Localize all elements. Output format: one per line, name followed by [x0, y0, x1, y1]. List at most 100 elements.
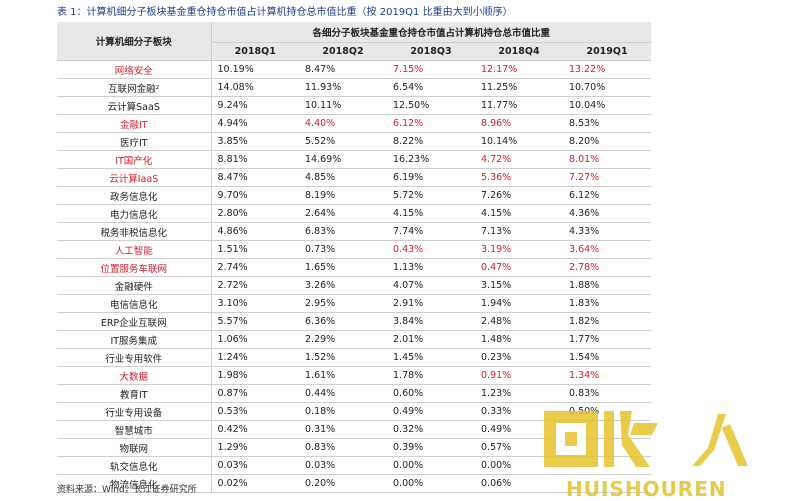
row-name: IT国产化 — [57, 150, 212, 169]
row-value: 1.34% — [563, 366, 652, 385]
row-value: 8.19% — [299, 186, 387, 205]
row-value: 3.26% — [299, 276, 387, 295]
row-value: 1.13% — [387, 258, 475, 277]
row-value: 6.19% — [387, 168, 475, 187]
table-row: 网络安全 10.19% 8.47% 7.15% 12.17% 13.22% — [57, 60, 652, 79]
row-value: 1.24% — [211, 348, 299, 367]
category-header: 计算机细分子板块 — [57, 22, 212, 61]
row-name: 人工智能 — [57, 240, 212, 259]
row-value: 1.06% — [211, 330, 299, 349]
watermark-brand-text: HUISHOUREN — [566, 477, 727, 501]
row-value: 0.87% — [211, 384, 299, 403]
table-row: 医疗IT 3.85% 5.52% 8.22% 10.14% 8.20% — [57, 132, 652, 151]
row-value: 3.19% — [475, 240, 563, 259]
row-value: 11.93% — [299, 78, 387, 97]
row-value: 7.74% — [387, 222, 475, 241]
table-row: 教育IT 0.87% 0.44% 0.60% 1.23% 0.83% — [57, 384, 652, 403]
row-value: 2.72% — [211, 276, 299, 295]
row-value: 0.57% — [475, 438, 563, 457]
row-value: 1.48% — [475, 330, 563, 349]
row-name: 大数据 — [57, 366, 212, 385]
quarter-header: 2018Q2 — [299, 42, 387, 61]
row-value: 0.03% — [211, 456, 299, 475]
table-row: 电力信息化 2.80% 2.64% 4.15% 4.15% 4.36% — [57, 204, 652, 223]
row-value: 5.57% — [211, 312, 299, 331]
table-row: 大数据 1.98% 1.61% 1.78% 0.91% 1.34% — [57, 366, 652, 385]
row-value: 6.83% — [299, 222, 387, 241]
row-value: 0.39% — [387, 438, 475, 457]
row-value: 1.61% — [299, 366, 387, 385]
table-row: 税务非税信息化 4.86% 6.83% 7.74% 7.13% 4.33% — [57, 222, 652, 241]
row-name: 智慧城市 — [57, 420, 212, 439]
row-value: 0.49% — [387, 402, 475, 421]
row-value: 2.95% — [299, 294, 387, 313]
row-value: 3.85% — [211, 132, 299, 151]
row-value: 0.03% — [299, 456, 387, 475]
row-value: 0.33% — [475, 402, 563, 421]
row-value: 4.72% — [475, 150, 563, 169]
row-value: 5.36% — [475, 168, 563, 187]
row-name: 物联网 — [57, 438, 212, 457]
row-value: 4.15% — [387, 204, 475, 223]
header-row-quarters: 2018Q1 2018Q2 2018Q3 2018Q4 2019Q1 — [57, 42, 652, 61]
row-value: 10.70% — [563, 78, 652, 97]
row-value: 0.91% — [475, 366, 563, 385]
row-value: 3.84% — [387, 312, 475, 331]
row-value: 8.01% — [563, 150, 652, 169]
row-value: 12.50% — [387, 96, 475, 115]
row-value: 0.00% — [387, 474, 475, 493]
group-header: 各细分子板块基金重仓持仓市值占计算机持仓总市值比重 — [211, 22, 652, 43]
row-value: 4.36% — [563, 204, 652, 223]
row-value: 1.45% — [387, 348, 475, 367]
row-name: 金融IT — [57, 114, 212, 133]
table-body: 网络安全 10.19% 8.47% 7.15% 12.17% 13.22% 互联网金融² 14… — [57, 60, 652, 493]
watermark-person-glyph — [690, 410, 750, 470]
table-row: 行业专用软件 1.24% 1.52% 1.45% 0.23% 1.54% — [57, 348, 652, 367]
row-value: 0.42% — [211, 420, 299, 439]
quarter-header: 2018Q4 — [475, 42, 563, 61]
row-value: 0.00% — [475, 456, 563, 475]
row-value: 1.94% — [475, 294, 563, 313]
row-value: 4.15% — [475, 204, 563, 223]
row-value — [563, 474, 652, 493]
row-value: 0.49% — [475, 420, 563, 439]
row-value: 8.20% — [563, 132, 652, 151]
row-value: 2.74% — [211, 258, 299, 277]
row-value: 0.43% — [387, 240, 475, 259]
row-value: 0.32% — [387, 420, 475, 439]
source-note: 资料来源：Wind，长江证券研究所 — [57, 485, 197, 495]
table-row: 互联网金融² 14.08% 11.93% 6.54% 11.25% 10.70% — [57, 78, 652, 97]
row-value: 6.12% — [563, 186, 652, 205]
row-value: 4.33% — [563, 222, 652, 241]
table-row: 金融硬件 2.72% 3.26% 4.07% 3.15% 1.88% — [57, 276, 652, 295]
row-value: 1.88% — [563, 276, 652, 295]
row-value: 9.70% — [211, 186, 299, 205]
row-value: 0.20% — [299, 474, 387, 493]
row-value: 4.40% — [299, 114, 387, 133]
row-value: 4.85% — [299, 168, 387, 187]
row-value: 0.73% — [299, 240, 387, 259]
row-value: 8.81% — [211, 150, 299, 169]
row-value: 0.31% — [299, 420, 387, 439]
row-name: 行业专用设备 — [57, 402, 212, 421]
row-value: 0.53% — [211, 402, 299, 421]
row-value: 8.96% — [475, 114, 563, 133]
row-value: 1.52% — [299, 348, 387, 367]
row-value: 1.51% — [211, 240, 299, 259]
row-name: 金融硬件 — [57, 276, 212, 295]
row-name: 政务信息化 — [57, 186, 212, 205]
table-row: IT服务集成 1.06% 2.29% 2.01% 1.48% 1.77% — [57, 330, 652, 349]
row-value: 7.27% — [563, 168, 652, 187]
table-row: ERP企业互联网 5.57% 6.36% 3.84% 2.48% 1.82% — [57, 312, 652, 331]
row-name: 行业专用软件 — [57, 348, 212, 367]
row-value: 10.14% — [475, 132, 563, 151]
row-value: 0.60% — [387, 384, 475, 403]
row-value: 2.01% — [387, 330, 475, 349]
row-value: 0.23% — [475, 348, 563, 367]
table-row: 金融IT 4.94% 4.40% 6.12% 8.96% 8.53% — [57, 114, 652, 133]
row-value: 1.77% — [563, 330, 652, 349]
row-value: 0.83% — [563, 384, 652, 403]
row-value: 1.54% — [563, 348, 652, 367]
row-value: 8.22% — [387, 132, 475, 151]
